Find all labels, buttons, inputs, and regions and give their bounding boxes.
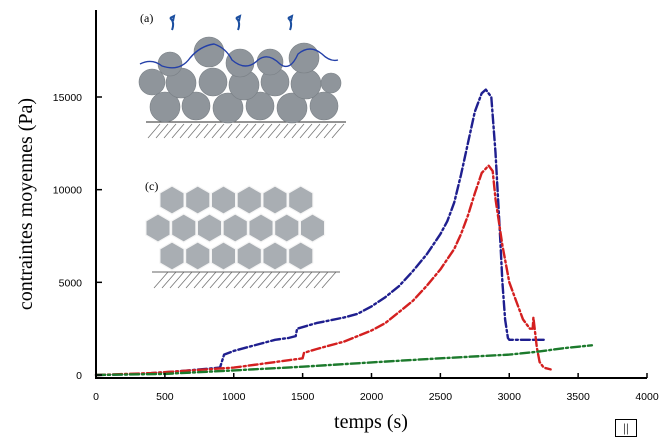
hexagon-grain <box>262 185 288 215</box>
series-layer <box>94 88 594 377</box>
figure-badge: || <box>615 419 637 437</box>
x-axis-title: temps (s) <box>334 411 408 433</box>
hexagon-grain <box>274 213 300 243</box>
y-ticks: 0 5000 10000 15000 <box>53 92 102 382</box>
hexagon-grain <box>171 213 197 243</box>
hexagon-grain <box>248 213 274 243</box>
hexagon-grain <box>288 185 314 215</box>
x-tick-label: 2500 <box>429 391 453 403</box>
hexagon-grain <box>262 241 288 271</box>
hexagon-grain <box>288 241 314 271</box>
hexagon-grain <box>236 185 262 215</box>
y-tick-label: 15000 <box>53 92 82 104</box>
inset-a-granular-packing <box>138 14 346 139</box>
y-tick-label: 10000 <box>53 185 82 197</box>
inset-c-label: (c) <box>145 179 158 193</box>
hexagon-grain <box>145 213 171 243</box>
hexagon-grain <box>185 185 211 215</box>
hexagon-grain <box>210 185 237 215</box>
hexagon-grain <box>196 213 223 243</box>
y-axis-title: contraintes moyennes (Pa) <box>15 98 37 310</box>
x-tick-label: 0 <box>93 391 99 403</box>
hexagon-grain <box>159 185 185 215</box>
series-line-2 <box>94 164 552 377</box>
x-ticks: 0 500 1000 1500 2000 2500 3000 3500 4000 <box>93 373 659 403</box>
hexagon-grain <box>159 241 185 271</box>
x-tick-label: 1000 <box>222 391 246 403</box>
hexagon-grain <box>236 241 262 271</box>
x-tick-label: 2000 <box>360 391 384 403</box>
x-tick-label: 4000 <box>635 391 659 403</box>
x-tick-label: 3000 <box>498 391 522 403</box>
x-tick-label: 500 <box>156 391 174 403</box>
y-tick-label: 0 <box>76 370 82 382</box>
hexagon-grain <box>185 241 211 271</box>
hexagon-grain <box>210 241 237 271</box>
hexagon-grain <box>222 213 248 243</box>
hexagon-grain <box>299 213 326 243</box>
x-tick-label: 1500 <box>291 391 315 403</box>
inset-c-hexagonal-packing <box>145 185 340 289</box>
series-line-1 <box>94 88 545 377</box>
x-tick-label: 3500 <box>566 391 590 403</box>
series-line-3 <box>94 344 594 377</box>
inset-a-label: (a) <box>140 11 153 25</box>
y-tick-label: 5000 <box>59 277 83 289</box>
